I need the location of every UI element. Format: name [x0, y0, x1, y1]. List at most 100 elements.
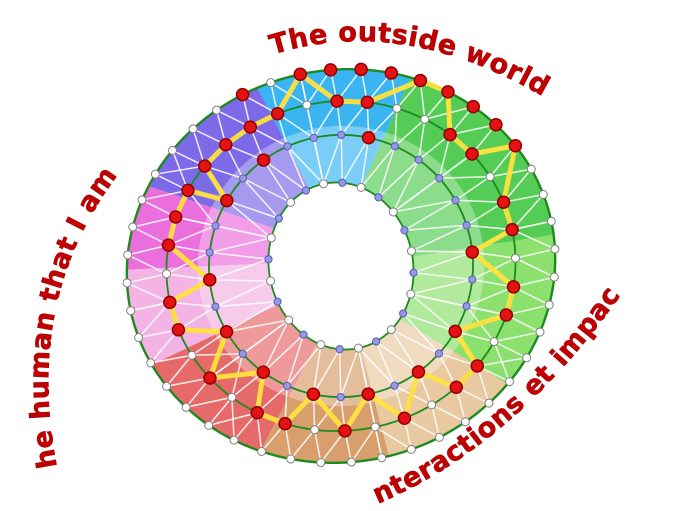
node [546, 216, 556, 226]
node [370, 422, 380, 432]
ring-outline-2 [208, 133, 474, 399]
node-red [508, 138, 523, 153]
mesh-line [249, 126, 289, 148]
mesh-line [207, 411, 258, 427]
mesh-line [167, 244, 211, 254]
node [211, 221, 220, 230]
mesh-line [167, 224, 217, 246]
node [283, 142, 292, 151]
mesh-line [322, 134, 342, 185]
node-red [449, 380, 463, 395]
mesh-line [312, 348, 341, 395]
node-red [163, 295, 177, 310]
node [316, 340, 326, 350]
node [212, 105, 222, 115]
node-red [278, 416, 292, 431]
mesh-line [225, 300, 279, 333]
node-red [202, 273, 217, 287]
mesh-line [412, 251, 474, 274]
mesh-line [403, 224, 468, 232]
node-red [203, 371, 217, 385]
mesh-line [306, 104, 315, 139]
mesh-line [417, 118, 426, 161]
node-red [235, 87, 250, 102]
node-red [470, 359, 485, 373]
mesh-line [430, 404, 441, 439]
mesh-line [374, 426, 383, 459]
node [134, 333, 144, 343]
node-red [219, 324, 234, 339]
mesh-line [430, 404, 467, 423]
node [283, 381, 292, 390]
mesh-line [340, 101, 369, 136]
mesh-line [286, 145, 325, 185]
mesh-line [412, 272, 474, 281]
node [414, 155, 423, 164]
donut-mesh-layer [122, 62, 560, 468]
node-red [360, 95, 375, 109]
mesh-line [226, 199, 272, 239]
sector-light-tan [360, 319, 508, 457]
node-red [465, 147, 479, 161]
node [522, 353, 532, 363]
node-red [466, 99, 481, 114]
mesh-line [242, 177, 280, 220]
mesh-line [392, 199, 457, 213]
mesh-line [454, 199, 505, 203]
node-red [443, 127, 457, 142]
mesh-line [286, 145, 307, 192]
mesh-line [514, 248, 556, 259]
mesh-line [340, 347, 360, 398]
node [188, 124, 198, 134]
node [205, 248, 214, 257]
sector-dark-tan [260, 343, 390, 463]
mesh-line [225, 143, 265, 161]
node [266, 233, 276, 243]
node [390, 142, 399, 151]
mesh-line [262, 333, 305, 373]
node-red [499, 308, 514, 322]
mesh-line [137, 329, 180, 339]
node [302, 100, 312, 110]
mesh-line [390, 328, 440, 355]
node [505, 377, 515, 387]
mesh-line [410, 278, 474, 295]
node [371, 337, 381, 346]
mesh-line [511, 228, 556, 250]
mesh-line [126, 254, 168, 275]
node-red [219, 137, 233, 152]
mesh-line [438, 153, 473, 179]
mesh-line [225, 319, 290, 333]
node [162, 269, 172, 279]
inner-highlight-band [197, 125, 485, 407]
node [489, 337, 499, 347]
node [406, 444, 416, 454]
mesh-line [438, 133, 451, 179]
node [409, 268, 418, 277]
nodes [122, 62, 560, 468]
mesh-line [132, 216, 177, 228]
node-red [505, 222, 519, 237]
node [187, 350, 197, 360]
mesh-line [360, 137, 370, 189]
mesh-line [174, 216, 217, 227]
mesh-line [208, 251, 270, 260]
node [550, 244, 560, 254]
mesh-line [402, 312, 440, 355]
node [316, 458, 326, 468]
node-red [384, 66, 399, 80]
mesh-line [262, 159, 307, 192]
mesh-line [165, 354, 193, 388]
mesh-line [357, 347, 396, 387]
node [229, 435, 239, 445]
node [284, 315, 294, 325]
mesh-line [505, 304, 550, 316]
node [460, 417, 470, 427]
mesh-line [126, 273, 168, 284]
mesh-line [208, 237, 272, 254]
mesh-line [169, 301, 217, 308]
mesh-line [340, 134, 344, 184]
node [544, 300, 554, 310]
node [346, 457, 356, 467]
